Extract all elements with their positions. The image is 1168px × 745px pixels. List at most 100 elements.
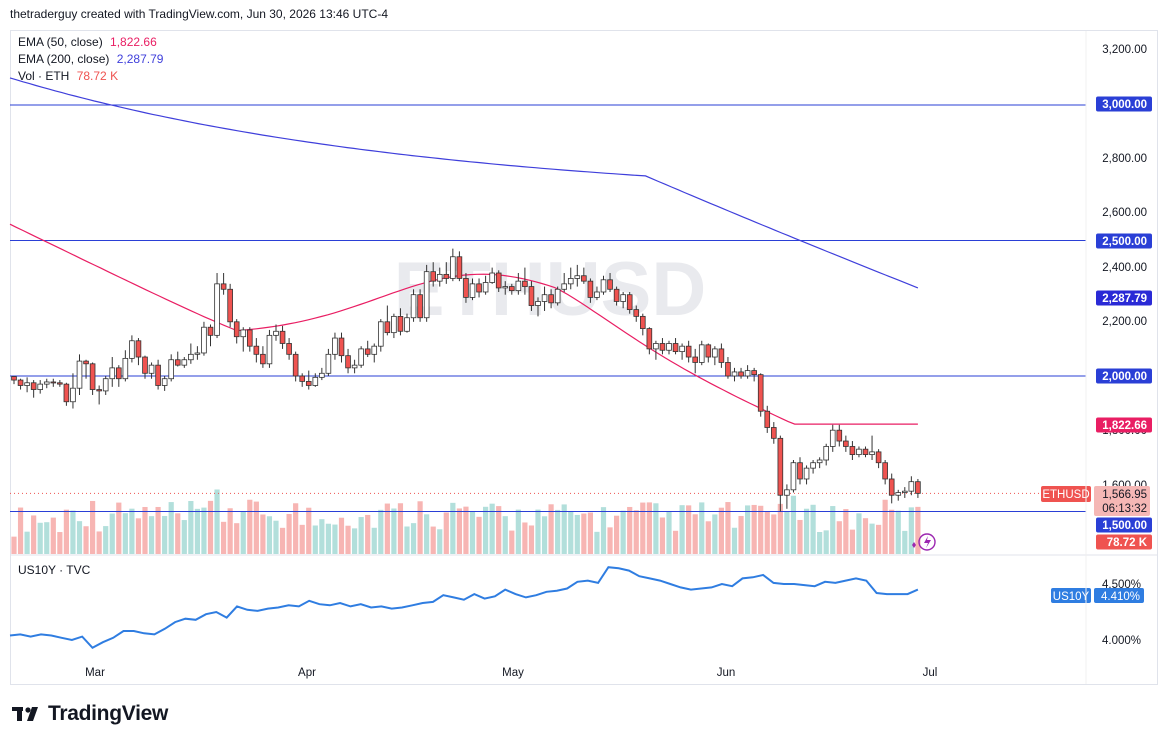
candle[interactable] xyxy=(292,353,299,377)
candle[interactable] xyxy=(148,364,155,374)
candle[interactable] xyxy=(57,382,63,385)
candle[interactable] xyxy=(836,429,843,442)
candle[interactable] xyxy=(489,272,495,283)
candle[interactable] xyxy=(430,271,436,282)
candle[interactable] xyxy=(227,288,233,323)
candle[interactable] xyxy=(843,440,849,447)
candle[interactable] xyxy=(286,343,292,355)
candle[interactable] xyxy=(305,381,312,386)
candle[interactable] xyxy=(659,343,666,351)
candle[interactable] xyxy=(646,328,653,350)
candle[interactable] xyxy=(135,340,142,358)
candle[interactable] xyxy=(698,344,705,363)
legend-ema50[interactable]: EMA (50, close) 1,822.66 xyxy=(18,35,157,49)
tag-volume[interactable]: 78.72 K xyxy=(1096,534,1152,550)
candle[interactable] xyxy=(784,489,790,496)
candle[interactable] xyxy=(712,348,718,358)
candle[interactable] xyxy=(797,462,803,480)
candle[interactable] xyxy=(528,286,535,306)
candle[interactable] xyxy=(161,378,168,386)
candle[interactable] xyxy=(63,383,70,403)
candle[interactable] xyxy=(155,364,161,386)
candle[interactable] xyxy=(594,291,600,298)
candle[interactable] xyxy=(633,309,640,317)
candle[interactable] xyxy=(803,467,810,480)
candle[interactable] xyxy=(567,278,574,285)
candle[interactable] xyxy=(96,389,102,392)
candle[interactable] xyxy=(358,348,364,366)
candle[interactable] xyxy=(751,370,757,376)
tag-us10y[interactable]: US10Y 4.410% xyxy=(1051,588,1144,603)
candle[interactable] xyxy=(672,343,679,353)
candle[interactable] xyxy=(109,367,116,380)
candle[interactable] xyxy=(725,362,731,377)
candle[interactable] xyxy=(404,317,410,332)
lower-pane-title[interactable]: US10Y · TVC xyxy=(18,563,90,577)
candle[interactable] xyxy=(476,283,482,293)
candle[interactable] xyxy=(574,275,581,279)
candle[interactable] xyxy=(581,275,587,282)
candle[interactable] xyxy=(869,451,875,455)
candle[interactable] xyxy=(718,348,725,363)
candle[interactable] xyxy=(554,288,561,304)
candle[interactable] xyxy=(823,446,829,461)
candle[interactable] xyxy=(915,481,921,494)
tradingview-logo[interactable]: TradingView xyxy=(12,702,168,726)
candle[interactable] xyxy=(626,294,633,311)
candle[interactable] xyxy=(17,379,24,386)
candle[interactable] xyxy=(83,360,89,365)
candle[interactable] xyxy=(849,446,856,455)
candle[interactable] xyxy=(122,357,129,380)
candle[interactable] xyxy=(653,343,659,350)
candle[interactable] xyxy=(70,387,76,403)
candle[interactable] xyxy=(260,353,266,365)
candle[interactable] xyxy=(273,330,279,336)
candle[interactable] xyxy=(875,451,882,464)
tag-ema200[interactable]: 2,287.79 xyxy=(1096,290,1152,306)
candle[interactable] xyxy=(129,340,135,359)
candle[interactable] xyxy=(882,462,888,480)
us10y-line[interactable] xyxy=(9,566,919,650)
candle[interactable] xyxy=(417,294,423,319)
candle[interactable] xyxy=(561,283,567,290)
candle[interactable] xyxy=(37,383,43,390)
candle[interactable] xyxy=(345,355,351,369)
candle[interactable] xyxy=(397,315,404,332)
candle[interactable] xyxy=(790,462,797,491)
candle[interactable] xyxy=(640,315,646,329)
tag-level-2500[interactable]: 2,500.00 xyxy=(1096,233,1152,249)
candle[interactable] xyxy=(508,286,515,292)
candle[interactable] xyxy=(102,378,109,392)
candle[interactable] xyxy=(541,294,548,302)
candle[interactable] xyxy=(319,372,325,378)
candle[interactable] xyxy=(266,334,273,365)
candle[interactable] xyxy=(620,294,626,302)
candle[interactable] xyxy=(76,360,83,389)
candle[interactable] xyxy=(456,256,463,279)
candle[interactable] xyxy=(207,326,214,336)
candle[interactable] xyxy=(463,278,469,298)
legend-volume[interactable]: Vol · ETH 78.72 K xyxy=(18,69,118,83)
candle[interactable] xyxy=(391,315,397,334)
candle[interactable] xyxy=(371,345,378,355)
candle[interactable] xyxy=(246,329,253,347)
candle[interactable] xyxy=(744,370,751,377)
candle[interactable] xyxy=(332,337,338,355)
tag-last-price[interactable]: 1,566.95 06:13:32 xyxy=(1094,486,1150,516)
tag-level-2000[interactable]: 2,000.00 xyxy=(1096,368,1152,384)
candle[interactable] xyxy=(777,437,784,496)
tag-level-1500[interactable]: 1,500.00 xyxy=(1096,517,1152,533)
candle[interactable] xyxy=(692,356,698,363)
candle[interactable] xyxy=(50,381,57,384)
candle[interactable] xyxy=(738,371,744,377)
candle[interactable] xyxy=(325,353,332,374)
tag-level-3000[interactable]: 3,000.00 xyxy=(1096,96,1152,112)
legend-ema200[interactable]: EMA (200, close) 2,287.79 xyxy=(18,52,163,66)
candle[interactable] xyxy=(174,359,181,366)
candle[interactable] xyxy=(895,492,902,496)
candle[interactable] xyxy=(502,286,509,289)
candle[interactable] xyxy=(194,352,201,355)
ema200-line[interactable] xyxy=(9,77,919,289)
candle[interactable] xyxy=(535,301,541,306)
